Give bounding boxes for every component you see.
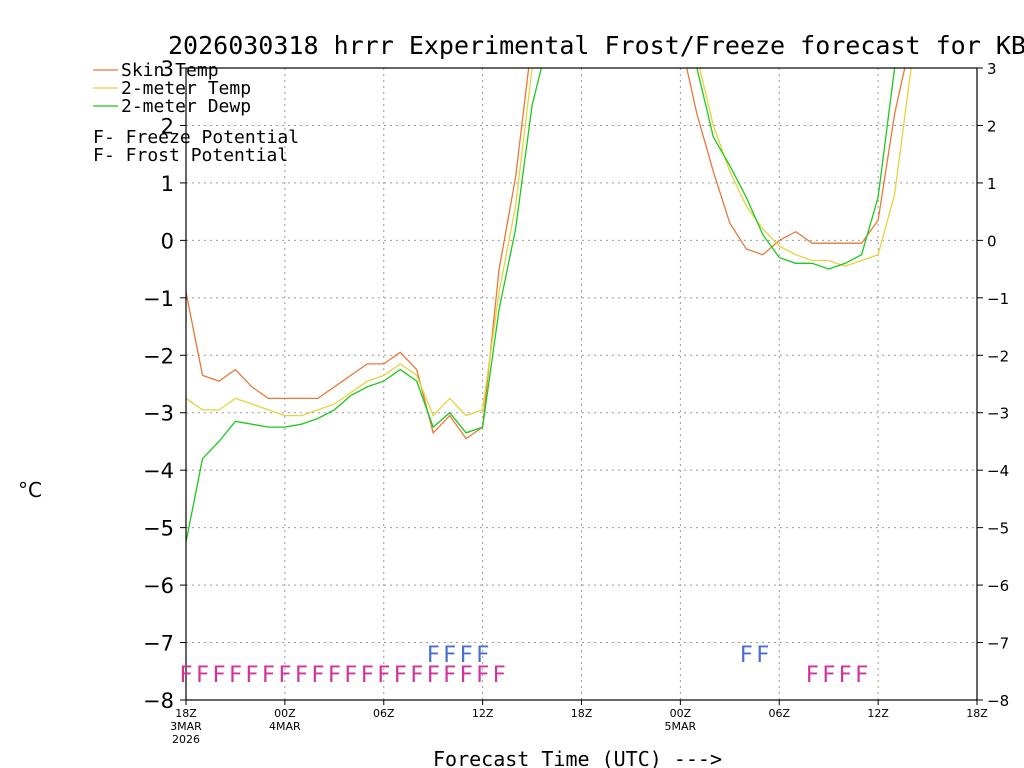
y-tick-label-right: 1 (987, 175, 997, 193)
x-tick-label: 18Z (175, 707, 197, 720)
freeze-flag: F (839, 663, 852, 688)
y-tick-label: 3 (161, 57, 174, 81)
frost-flag: F (460, 643, 473, 668)
x-tick-label: 00Z (274, 707, 296, 720)
y-tick-label-right: 2 (987, 117, 997, 135)
y-tick-label-right: −3 (987, 405, 1009, 423)
series-line-skin-temp (186, 68, 906, 440)
y-tick-label: 2 (161, 114, 174, 138)
freeze-flag: F (328, 663, 341, 688)
legend-flag-text: - Frost Potential (104, 145, 288, 166)
series-line-2-meter-temp (186, 68, 912, 417)
x-tick-sublabel: 4MAR (269, 720, 301, 733)
freeze-flag: F (361, 663, 374, 688)
legend-label: Skin Temp (121, 60, 219, 81)
y-tick-label-right: 0 (987, 232, 997, 250)
freeze-flag: F (179, 663, 192, 688)
x-tick-sublabel: 5MAR (665, 720, 697, 733)
legend-label: 2-meter Dewp (121, 96, 251, 117)
freeze-flag: F (278, 663, 291, 688)
frost-flag: F (427, 643, 440, 668)
frost-flag: F (476, 643, 489, 668)
freeze-flag: F (229, 663, 242, 688)
y-tick-label-right: −4 (987, 462, 1009, 480)
legend-label: 2-meter Temp (121, 78, 251, 99)
freeze-flag: F (344, 663, 357, 688)
freeze-flag: F (394, 663, 407, 688)
freeze-flag: F (212, 663, 225, 688)
potential-flags: F F F F F F F F F F F F F F F F F F F F F F F FF F F F F F (179, 643, 868, 688)
freeze-flag: F (476, 663, 489, 688)
freeze-flag: F (492, 663, 505, 688)
freeze-flag: F (822, 663, 835, 688)
grid-lines (186, 68, 977, 700)
y-tick-label: −7 (143, 632, 174, 656)
frost-flag: F (740, 643, 753, 668)
y-tick-label-right: −6 (987, 577, 1009, 595)
y-tick-label: 1 (161, 172, 174, 196)
x-tick-sublabel: 3MAR (170, 720, 202, 733)
chart-title: 2026030318 hrrr Experimental Frost/Freez… (168, 31, 1024, 60)
y-tick-label: −4 (143, 459, 174, 483)
freeze-flag: F (855, 663, 868, 688)
y-axis-label: °C (18, 478, 42, 502)
freeze-flag: F (427, 663, 440, 688)
x-tick-label: 06Z (768, 707, 790, 720)
y-tick-label-right: −8 (987, 692, 1009, 710)
x-tick-sublabel: 2026 (172, 733, 200, 746)
series-lines (186, 68, 912, 543)
series-line-2-meter-dewp (186, 68, 896, 543)
y-tick-label: −1 (143, 287, 174, 311)
freeze-flag: F (377, 663, 390, 688)
freeze-flag: F (443, 663, 456, 688)
freeze-flag: F (460, 663, 473, 688)
y-tick-label: −5 (143, 517, 174, 541)
x-tick-label: 18Z (966, 707, 988, 720)
x-tick-label: 18Z (571, 707, 593, 720)
freeze-flag: F (196, 663, 209, 688)
x-axis-label: Forecast Time (UTC) ---> (433, 747, 722, 768)
x-tick-label: 00Z (670, 707, 692, 720)
y-tick-label-right: −2 (987, 347, 1009, 365)
y-tick-label-right: −7 (987, 635, 1009, 653)
legend-flag-text: - Freeze Potential (104, 127, 299, 148)
y-tick-label: −6 (143, 574, 174, 598)
frost-flag: F (756, 643, 769, 668)
frost-flag: F (443, 643, 456, 668)
y-tick-label-right: 3 (987, 60, 997, 78)
x-tick-label: 12Z (472, 707, 494, 720)
y-tick-label-right: −5 (987, 520, 1009, 538)
plot-frame (185, 67, 978, 701)
y-tick-label: −3 (143, 402, 174, 426)
y-axis-ticks: −8 −8 −7 −7 −6 −6 −5 −5 −4 −4 −3 −3 −2 −2 −1 −1 0 0 1 1 2 2 3 3 (143, 57, 1009, 713)
freeze-flag: F (806, 663, 819, 688)
x-tick-label: 06Z (373, 707, 395, 720)
legend-flag-letter: F (93, 127, 104, 148)
y-tick-label-right: −1 (987, 290, 1009, 308)
freeze-flag: F (410, 663, 423, 688)
legend-flag-letter: F (93, 145, 104, 166)
freeze-flag: F (295, 663, 308, 688)
y-tick-label: −2 (143, 344, 174, 368)
freeze-flag: F (311, 663, 324, 688)
y-tick-label: −8 (143, 689, 174, 713)
y-tick-label: 0 (161, 229, 174, 253)
x-tick-label: 12Z (867, 707, 889, 720)
freeze-flag: F (245, 663, 258, 688)
freeze-flag: F (262, 663, 275, 688)
